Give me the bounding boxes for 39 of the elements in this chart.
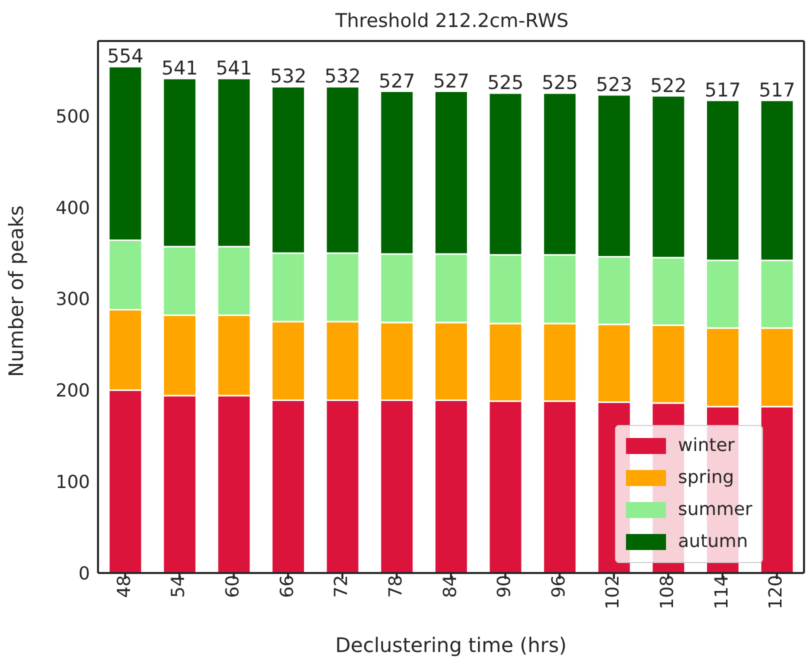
x-tick-label: 78 — [385, 575, 406, 598]
y-tick-label: 500 — [56, 106, 90, 128]
total-label: 532 — [324, 66, 361, 88]
x-tick-label: 72 — [331, 575, 352, 598]
total-label: 517 — [758, 79, 796, 102]
x-tick-label: 120 — [766, 575, 787, 610]
total-label: 541 — [162, 57, 198, 80]
y-tick-label: 100 — [56, 472, 90, 493]
y-tick-label: 400 — [56, 198, 90, 219]
x-tick-label: 108 — [657, 575, 678, 610]
chart-title: Threshold 212.2cm-RWS — [334, 10, 570, 32]
total-label: 541 — [216, 57, 252, 80]
x-tick-label: 54 — [168, 575, 190, 598]
x-tick-label: 90 — [494, 575, 516, 598]
x-tick-label: 114 — [711, 575, 732, 610]
y-tick-label: 200 — [56, 380, 90, 402]
total-label: 525 — [487, 72, 524, 94]
legend-label: summer — [678, 498, 752, 522]
total-label: 527 — [433, 70, 470, 92]
x-tick-label: 60 — [222, 575, 244, 598]
total-label: 532 — [270, 66, 306, 88]
x-axis-title: Declustering time (hrs) — [335, 633, 567, 657]
total-label: 527 — [378, 70, 416, 92]
x-tick-label: 48 — [114, 575, 135, 598]
y-tick-label: 0 — [78, 563, 90, 584]
legend-label: spring — [678, 466, 734, 490]
y-axis-title: Number of peaks — [4, 205, 28, 377]
total-label: 554 — [107, 46, 144, 68]
y-tick-label: 300 — [56, 289, 90, 310]
x-tick-label: 84 — [440, 575, 461, 598]
legend-label: autumn — [678, 530, 748, 554]
x-tick-label: 96 — [548, 575, 570, 598]
total-label: 517 — [704, 79, 741, 102]
total-label: 525 — [542, 72, 578, 94]
total-label: 522 — [650, 74, 687, 97]
x-tick-label: 102 — [602, 575, 624, 610]
legend-label: winter — [678, 434, 735, 458]
total-label: 523 — [596, 74, 632, 96]
x-tick-label: 66 — [276, 575, 298, 598]
